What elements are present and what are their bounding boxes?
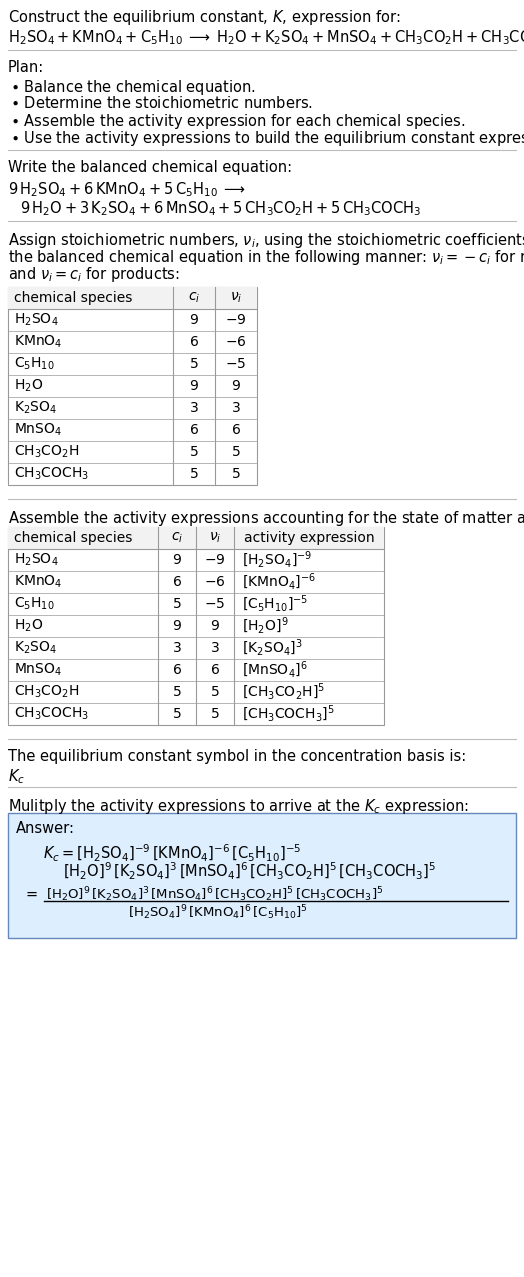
Text: 5: 5 <box>190 358 199 372</box>
Text: 9: 9 <box>190 379 199 393</box>
Bar <box>8 527 384 725</box>
Text: 6: 6 <box>190 335 199 349</box>
Text: $[\mathrm{H_2O}]^{9}\,[\mathrm{K_2SO_4}]^{3}\,[\mathrm{MnSO_4}]^{6}\,[\mathrm{CH: $[\mathrm{H_2O}]^{9}\,[\mathrm{K_2SO_4}]… <box>63 861 436 882</box>
Text: 9: 9 <box>190 313 199 327</box>
Text: 6: 6 <box>172 663 181 677</box>
Text: 3: 3 <box>232 401 241 415</box>
Text: Assign stoichiometric numbers, $\nu_i$, using the stoichiometric coefficients, $: Assign stoichiometric numbers, $\nu_i$, … <box>8 231 524 250</box>
Text: $\mathrm{H_2O}$: $\mathrm{H_2O}$ <box>14 378 43 395</box>
Text: $[\mathrm{H_2O}]^{9}\,[\mathrm{K_2SO_4}]^{3}\,[\mathrm{MnSO_4}]^{6}\,[\mathrm{CH: $[\mathrm{H_2O}]^{9}\,[\mathrm{K_2SO_4}]… <box>46 885 384 904</box>
Text: 5: 5 <box>172 598 181 610</box>
Text: $\mathrm{K_2SO_4}$: $\mathrm{K_2SO_4}$ <box>14 640 57 656</box>
Text: $[\mathrm{H_2SO_4}]^{-9}$: $[\mathrm{H_2SO_4}]^{-9}$ <box>242 550 312 571</box>
Text: The equilibrium constant symbol in the concentration basis is:: The equilibrium constant symbol in the c… <box>8 750 466 764</box>
Text: $\mathrm{H_2SO_4}$: $\mathrm{H_2SO_4}$ <box>14 312 59 328</box>
Text: $K_c = [\mathrm{H_2SO_4}]^{-9}\,[\mathrm{KMnO_4}]^{-6}\,[\mathrm{C_5H_{10}}]^{-5: $K_c = [\mathrm{H_2SO_4}]^{-9}\,[\mathrm… <box>43 843 301 865</box>
Text: $-5$: $-5$ <box>225 358 247 372</box>
Text: 5: 5 <box>172 684 181 699</box>
Text: chemical species: chemical species <box>14 291 133 305</box>
Text: $\mathrm{H_2O}$: $\mathrm{H_2O}$ <box>14 618 43 635</box>
Bar <box>8 287 257 309</box>
Text: $\nu_i$: $\nu_i$ <box>230 291 242 305</box>
Bar <box>8 527 384 549</box>
Text: 6: 6 <box>190 423 199 437</box>
Text: $\bullet$ Assemble the activity expression for each chemical species.: $\bullet$ Assemble the activity expressi… <box>10 112 465 132</box>
Text: $9\,\mathrm{H_2SO_4} + 6\,\mathrm{KMnO_4} + 5\,\mathrm{C_5H_{10}}\;\longrightarr: $9\,\mathrm{H_2SO_4} + 6\,\mathrm{KMnO_4… <box>8 180 246 199</box>
Text: $\bullet$ Use the activity expressions to build the equilibrium constant express: $\bullet$ Use the activity expressions t… <box>10 129 524 148</box>
Text: $-9$: $-9$ <box>204 553 226 567</box>
Text: $\mathrm{MnSO_4}$: $\mathrm{MnSO_4}$ <box>14 421 62 438</box>
Text: Write the balanced chemical equation:: Write the balanced chemical equation: <box>8 160 292 175</box>
Text: $\mathrm{K_2SO_4}$: $\mathrm{K_2SO_4}$ <box>14 400 57 416</box>
Text: the balanced chemical equation in the following manner: $\nu_i = -c_i$ for react: the balanced chemical equation in the fo… <box>8 248 524 267</box>
Text: $-5$: $-5$ <box>204 598 226 610</box>
Text: $[\mathrm{CH_3COCH_3}]^{5}$: $[\mathrm{CH_3COCH_3}]^{5}$ <box>242 704 335 724</box>
Text: $c_i$: $c_i$ <box>188 291 200 305</box>
Text: Assemble the activity expressions accounting for the state of matter and $\nu_i$: Assemble the activity expressions accoun… <box>8 510 524 527</box>
Text: $[\mathrm{H_2SO_4}]^{9}\,[\mathrm{KMnO_4}]^{6}\,[\mathrm{C_5H_{10}}]^{5}$: $[\mathrm{H_2SO_4}]^{9}\,[\mathrm{KMnO_4… <box>128 903 308 922</box>
Text: $9\,\mathrm{H_2O} + 3\,\mathrm{K_2SO_4} + 6\,\mathrm{MnSO_4} + 5\,\mathrm{CH_3CO: $9\,\mathrm{H_2O} + 3\,\mathrm{K_2SO_4} … <box>20 199 421 217</box>
Text: Plan:: Plan: <box>8 60 44 75</box>
Text: $[\mathrm{K_2SO_4}]^{3}$: $[\mathrm{K_2SO_4}]^{3}$ <box>242 637 302 658</box>
Text: $-9$: $-9$ <box>225 313 247 327</box>
FancyBboxPatch shape <box>8 813 516 939</box>
Text: $\bullet$ Determine the stoichiometric numbers.: $\bullet$ Determine the stoichiometric n… <box>10 94 313 111</box>
Text: $\nu_i$: $\nu_i$ <box>209 531 221 545</box>
Text: Mulitply the activity expressions to arrive at the $K_c$ expression:: Mulitply the activity expressions to arr… <box>8 797 469 816</box>
Text: $\mathrm{H_2SO_4}$: $\mathrm{H_2SO_4}$ <box>14 552 59 568</box>
Text: $-6$: $-6$ <box>204 575 226 589</box>
Text: 9: 9 <box>172 553 181 567</box>
Text: Answer:: Answer: <box>16 821 75 836</box>
Text: 9: 9 <box>172 619 181 633</box>
Text: $c_i$: $c_i$ <box>171 531 183 545</box>
Text: $\mathrm{C_5H_{10}}$: $\mathrm{C_5H_{10}}$ <box>14 596 54 612</box>
Text: $[\mathrm{H_2O}]^{9}$: $[\mathrm{H_2O}]^{9}$ <box>242 616 289 636</box>
Text: 3: 3 <box>172 641 181 655</box>
Text: 9: 9 <box>232 379 241 393</box>
Text: $5$: $5$ <box>210 707 220 722</box>
Text: 5: 5 <box>190 467 199 481</box>
Text: chemical species: chemical species <box>14 531 133 545</box>
Text: $\mathrm{KMnO_4}$: $\mathrm{KMnO_4}$ <box>14 333 62 350</box>
Text: 5: 5 <box>190 444 199 458</box>
Text: $\mathrm{MnSO_4}$: $\mathrm{MnSO_4}$ <box>14 661 62 678</box>
Text: Construct the equilibrium constant, $K$, expression for:: Construct the equilibrium constant, $K$,… <box>8 8 401 27</box>
Text: $=$: $=$ <box>23 885 38 900</box>
Text: $6$: $6$ <box>210 663 220 677</box>
Text: $\mathrm{KMnO_4}$: $\mathrm{KMnO_4}$ <box>14 573 62 590</box>
Text: $\mathrm{CH_3COCH_3}$: $\mathrm{CH_3COCH_3}$ <box>14 706 89 723</box>
Text: $\mathrm{CH_3CO_2H}$: $\mathrm{CH_3CO_2H}$ <box>14 683 79 700</box>
Text: $-6$: $-6$ <box>225 335 247 349</box>
Text: $5$: $5$ <box>210 684 220 699</box>
Text: $9$: $9$ <box>210 619 220 633</box>
Text: $\mathrm{CH_3CO_2H}$: $\mathrm{CH_3CO_2H}$ <box>14 444 79 460</box>
Text: 5: 5 <box>172 707 181 722</box>
Text: 6: 6 <box>232 423 241 437</box>
Text: $[\mathrm{MnSO_4}]^{6}$: $[\mathrm{MnSO_4}]^{6}$ <box>242 660 308 681</box>
Text: 6: 6 <box>172 575 181 589</box>
Text: $[\mathrm{KMnO_4}]^{-6}$: $[\mathrm{KMnO_4}]^{-6}$ <box>242 572 316 593</box>
Text: $[\mathrm{C_5H_{10}}]^{-5}$: $[\mathrm{C_5H_{10}}]^{-5}$ <box>242 594 308 614</box>
Text: 5: 5 <box>232 444 241 458</box>
Text: 3: 3 <box>190 401 199 415</box>
Text: $\mathrm{H_2SO_4 + KMnO_4 + C_5H_{10}}$$\;\longrightarrow\;$$\mathrm{H_2O + K_2S: $\mathrm{H_2SO_4 + KMnO_4 + C_5H_{10}}$$… <box>8 28 524 47</box>
Text: $\mathrm{C_5H_{10}}$: $\mathrm{C_5H_{10}}$ <box>14 356 54 372</box>
Text: $\bullet$ Balance the chemical equation.: $\bullet$ Balance the chemical equation. <box>10 78 255 97</box>
Text: $K_c$: $K_c$ <box>8 767 25 785</box>
Bar <box>8 287 257 485</box>
Text: 5: 5 <box>232 467 241 481</box>
Text: $3$: $3$ <box>210 641 220 655</box>
Text: activity expression: activity expression <box>244 531 374 545</box>
Text: $\mathrm{CH_3COCH_3}$: $\mathrm{CH_3COCH_3}$ <box>14 466 89 483</box>
Text: $[\mathrm{CH_3CO_2H}]^{5}$: $[\mathrm{CH_3CO_2H}]^{5}$ <box>242 682 325 702</box>
Text: and $\nu_i = c_i$ for products:: and $\nu_i = c_i$ for products: <box>8 266 180 283</box>
